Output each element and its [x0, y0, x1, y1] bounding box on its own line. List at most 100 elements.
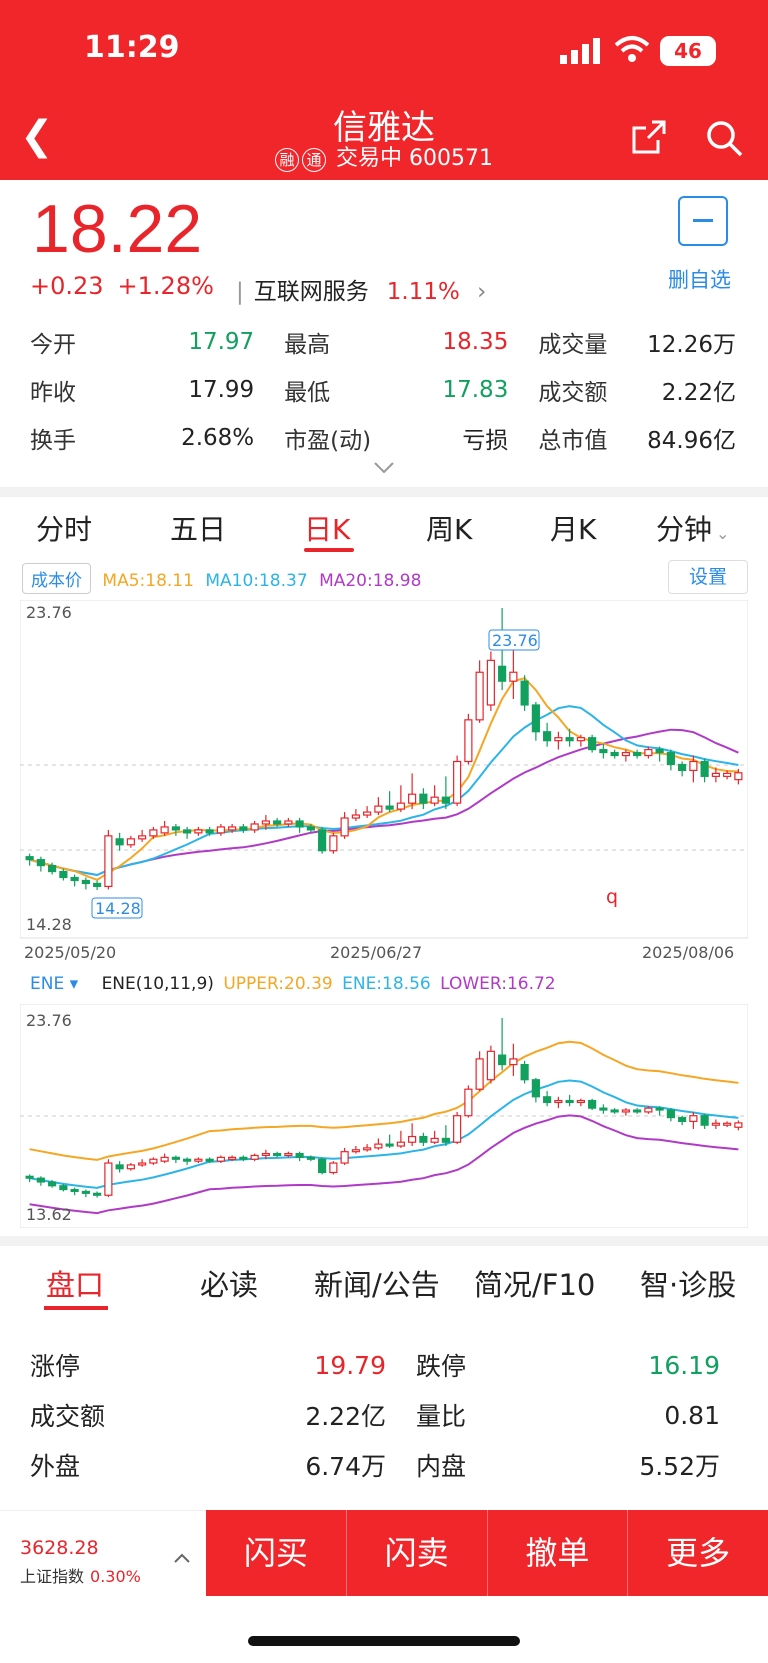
chevron-down-icon: ⌄: [716, 524, 730, 543]
candle-body: [430, 796, 439, 804]
pk-value: 0.81: [664, 1400, 720, 1430]
stat-value: 2.68%: [181, 425, 255, 451]
ene-chart[interactable]: 23.76 13.62: [20, 1004, 748, 1228]
tab-minute-label: 分钟: [656, 513, 713, 546]
tab-diagnosis[interactable]: 智·诊股: [640, 1268, 737, 1302]
trading-status: 交易中: [336, 146, 403, 171]
stat-value: 2.22亿: [661, 380, 736, 406]
stat-value: 18.35: [442, 329, 509, 355]
candle-body: [475, 1058, 484, 1090]
ene-upper: UPPER:20.39: [223, 974, 333, 994]
candle-body: [396, 802, 405, 810]
candle-body: [295, 1152, 304, 1158]
candle-body: [194, 829, 203, 834]
candle-body: [419, 793, 428, 804]
candle-body: [498, 665, 507, 682]
candle-body: [126, 838, 135, 846]
candle-body: [531, 1079, 540, 1098]
candle-body: [565, 1099, 574, 1104]
max-marker-label: 23.76: [492, 631, 538, 650]
sector-link[interactable]: | 互联网服务 1.11% ›: [236, 279, 487, 305]
candle-body: [385, 805, 394, 810]
index-ticker[interactable]: 3628.28 上证指数 0.30%: [0, 1510, 206, 1597]
battery-indicator: 46: [660, 36, 716, 66]
candle-body: [486, 659, 495, 706]
index-value: 3628.28: [20, 1537, 99, 1559]
candle-body: [678, 1116, 687, 1122]
more-button[interactable]: 更多: [627, 1510, 768, 1596]
tab-must-read[interactable]: 必读: [200, 1268, 259, 1302]
tab-five-day[interactable]: 五日: [170, 513, 227, 546]
candle-body: [374, 1143, 383, 1149]
back-icon[interactable]: ❮: [20, 113, 54, 159]
date-label-mid: 2025/06/27: [330, 943, 422, 962]
candle-body: [464, 1088, 473, 1117]
candle-body: [543, 1096, 552, 1104]
candle-body: [239, 826, 248, 831]
ene-params: ENE(10,11,9): [101, 974, 214, 994]
candle-body: [104, 1162, 113, 1196]
cancel-order-button[interactable]: 撤单: [486, 1510, 628, 1596]
tab-intraday[interactable]: 分时: [36, 513, 93, 546]
wifi-icon: [614, 36, 650, 62]
candle-body: [599, 748, 608, 754]
tab-weekly-k[interactable]: 周K: [426, 513, 473, 546]
tab-order-book[interactable]: 盘口: [46, 1268, 105, 1302]
candle-body: [374, 805, 383, 813]
candle-body: [273, 820, 282, 825]
candle-body: [171, 826, 180, 831]
chevron-right-icon: ›: [477, 279, 487, 305]
quick-buy-button[interactable]: 闪买: [243, 1534, 308, 1572]
candle-body: [171, 1156, 180, 1160]
candle-body: [689, 1115, 698, 1122]
candle-body: [81, 1190, 90, 1194]
settings-button[interactable]: 设置: [668, 560, 748, 594]
candle-body: [81, 879, 90, 885]
candle-body: [711, 772, 720, 777]
stat-label: 总市值: [538, 428, 608, 454]
candle-body: [115, 1164, 124, 1170]
candle-body: [520, 1063, 529, 1081]
candle-body: [25, 1175, 34, 1179]
candle-body: [138, 835, 147, 840]
tab-profile[interactable]: 简况/F10: [474, 1268, 596, 1302]
stat-label: 最低: [284, 380, 331, 406]
tab-daily-k[interactable]: 日K: [304, 513, 351, 546]
candle-body: [329, 1162, 338, 1174]
ene-selector[interactable]: ENE ▾: [30, 974, 78, 994]
order-book: 涨停 19.79 跌停 16.19 成交额 2.22亿 量比 0.81 外盘 6.74万 内盘 5…: [30, 1340, 720, 1490]
candle-body: [70, 876, 79, 882]
pk-label: 外盘: [30, 1452, 81, 1481]
candle-body: [261, 1152, 270, 1157]
candle-body: [621, 751, 630, 757]
candle-body: [734, 772, 743, 781]
candle-body: [700, 760, 709, 777]
stat-label: 最高: [284, 332, 331, 358]
remove-watchlist-label[interactable]: 删自选: [668, 268, 731, 292]
current-price: 18.22: [32, 191, 203, 267]
candle-body: [59, 870, 68, 879]
tab-news[interactable]: 新闻/公告: [314, 1268, 440, 1302]
cost-price-button[interactable]: 成本价: [22, 563, 91, 594]
kline-chart[interactable]: 23.76 14.28 23.76 14.28 q 2025/05/20 202…: [20, 600, 748, 966]
candle-body: [93, 1192, 102, 1196]
ma-legend: 成本价 MA5:18.11 MA10:18.37 MA20:18.98: [22, 563, 421, 594]
quick-sell-button[interactable]: 闪卖: [345, 1510, 487, 1596]
share-icon[interactable]: [628, 118, 668, 158]
min-marker-label: 14.28: [95, 899, 141, 918]
ene-top-label: 23.76: [26, 1011, 72, 1030]
search-icon[interactable]: [704, 118, 744, 158]
max-marker-box: [488, 629, 540, 651]
expand-chevron-icon[interactable]: [374, 462, 394, 474]
tab-monthly-k[interactable]: 月K: [550, 513, 597, 546]
remove-watchlist-button[interactable]: [678, 196, 728, 246]
stock-subtitle: 融通 交易中 600571: [0, 140, 768, 172]
candle-body: [633, 751, 642, 757]
candle-body: [340, 1151, 349, 1164]
candle-body: [216, 1156, 225, 1162]
margin-tag: 融: [275, 148, 299, 172]
divider: [0, 487, 768, 497]
ene-selector-label: ENE: [30, 974, 65, 994]
candle-body: [160, 1156, 169, 1162]
tab-minute[interactable]: 分钟 ⌄: [656, 508, 729, 548]
